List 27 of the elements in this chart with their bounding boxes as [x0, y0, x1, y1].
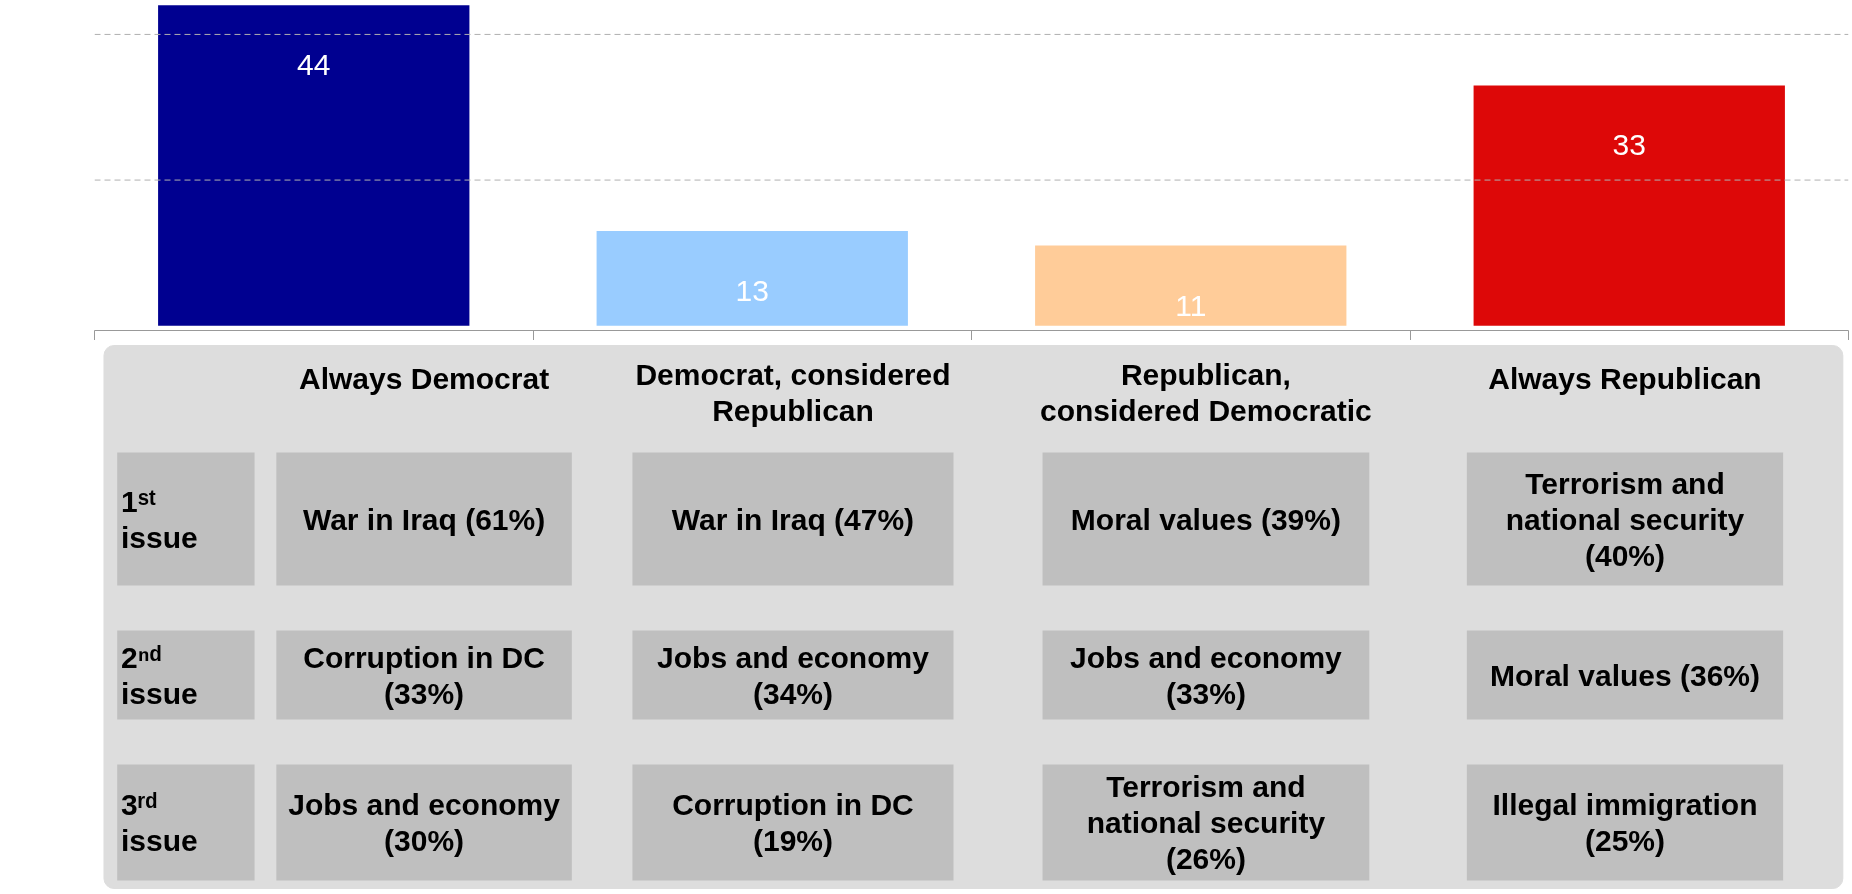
x-tick-label: Always Democrat	[299, 362, 550, 395]
x-tick-label: Always Republican	[1488, 362, 1762, 395]
text: 3ʳᵈ issue	[121, 788, 198, 857]
text: Terrorism and national security (26%)	[1086, 770, 1326, 875]
text: 1ˢᵗ issue	[121, 484, 198, 554]
text: Corruption in DC (19%)	[672, 788, 914, 857]
data-label: 33	[1612, 128, 1646, 162]
data-label: 11	[1175, 288, 1207, 322]
text: 2ⁿᵈ issue	[121, 640, 198, 710]
text: Illegal immigration (25%)	[1492, 788, 1758, 857]
text: War in Iraq (61%)	[302, 502, 546, 536]
text: Jobs and economy (30%)	[288, 788, 561, 857]
text: Corruption in DC (33%)	[303, 640, 545, 710]
bar	[1035, 245, 1347, 326]
text: War in Iraq (47%)	[671, 502, 915, 536]
text: Moral values (39%)	[1070, 502, 1341, 536]
bar	[596, 231, 908, 326]
x-tick-label: Republican, considered Democratic	[1040, 358, 1372, 427]
bar	[158, 5, 470, 326]
text: Jobs and economy (33%)	[1070, 640, 1343, 710]
text: Moral values (36%)	[1489, 658, 1761, 692]
text: Terrorism and national security (40%)	[1505, 466, 1745, 572]
bar	[1473, 85, 1785, 326]
data-label: 44	[297, 48, 331, 82]
text: Jobs and economy (34%)	[657, 640, 930, 710]
data-label: 13	[735, 274, 769, 308]
x-tick-label: Democrat, considered Republican	[635, 358, 951, 427]
